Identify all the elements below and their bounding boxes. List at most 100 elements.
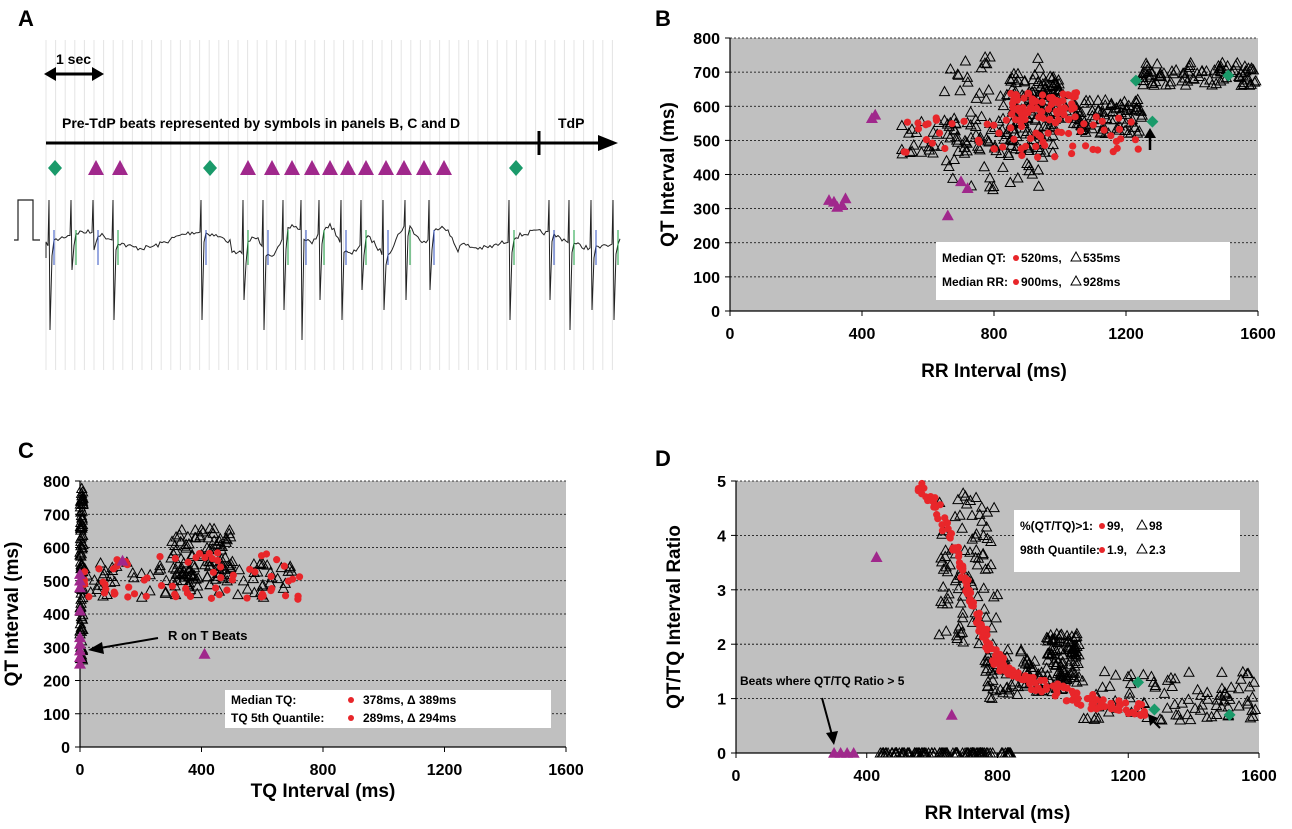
arrow-head (826, 731, 838, 745)
non-tdp-beat-marker (1027, 685, 1036, 694)
tdp-beat-marker (1249, 74, 1262, 86)
tdp-beat-marker (1009, 675, 1021, 687)
non-tdp-beat-marker (1024, 108, 1032, 117)
pre-tdp-diamond-marker (1146, 115, 1159, 128)
non-tdp-beat-marker (1100, 126, 1108, 134)
tdp-beat-marker (1140, 59, 1153, 71)
x-tick-label: 400 (849, 326, 876, 343)
tdp-beat-marker (964, 118, 977, 130)
tdp-beat-marker (979, 57, 991, 68)
legend-label: Median QT: (942, 251, 1006, 265)
tdp-beat-marker (952, 145, 965, 156)
non-tdp-beat-marker (1116, 701, 1124, 709)
non-tdp-beat-marker (295, 573, 304, 581)
non-tdp-beat-marker (1021, 672, 1029, 680)
tdp-beat-marker (1015, 643, 1027, 655)
non-tdp-beat-marker (1077, 701, 1085, 709)
tdp-beat-marker (987, 590, 1000, 602)
tdp-beat-marker (154, 559, 166, 571)
tdp-beat-marker (1080, 94, 1092, 105)
y-tick-label: 800 (693, 31, 720, 48)
tdp-beat-marker (882, 746, 894, 758)
tdp-beat-marker (221, 533, 234, 545)
tdp-beat-marker (186, 548, 198, 560)
y-tick-label: 200 (43, 674, 70, 691)
non-tdp-beat-marker (1024, 89, 1032, 97)
non-tdp-beat-marker (243, 594, 251, 602)
tdp-beat-marker (1032, 52, 1044, 63)
tdp-beat-marker (969, 113, 982, 125)
non-tdp-beat-marker (1071, 113, 1079, 121)
tdp-beat-marker (980, 57, 993, 69)
y-tick-label: 300 (43, 640, 70, 657)
tdp-beat-marker (1154, 67, 1167, 79)
non-tdp-beat-marker (983, 120, 991, 128)
non-tdp-beat-marker (1115, 125, 1124, 133)
tdp-beat-marker (179, 568, 192, 579)
legend-triangle-value: 535ms (1083, 251, 1121, 265)
x-tick-label: 1200 (1108, 326, 1144, 343)
tdp-beat-marker (187, 558, 200, 570)
tdp-beat-marker (975, 501, 988, 512)
tdp-beat-marker (1214, 74, 1227, 86)
tdp-beat-marker (1133, 125, 1146, 136)
tdp-beat-marker (983, 136, 995, 147)
tdp-beat-marker (985, 123, 998, 134)
tdp-beat-marker (1041, 632, 1054, 643)
tdp-beat-marker (1011, 172, 1024, 183)
tdp-beat-marker (1183, 666, 1195, 677)
tdp-beat-marker (959, 54, 972, 66)
tdp-beat-marker (1133, 104, 1146, 116)
non-tdp-beat-marker (900, 148, 908, 156)
x-tick-label: 0 (732, 768, 741, 785)
non-tdp-beat-marker (1140, 707, 1148, 716)
tdp-beat-marker (1021, 157, 1033, 169)
tdp-beat-marker (981, 506, 994, 517)
legend-value: 378ms, Δ 389ms (363, 693, 457, 707)
non-tdp-beat-marker (124, 593, 132, 601)
non-tdp-beat-marker (215, 591, 223, 599)
tdp-beat-marker (1130, 96, 1143, 107)
non-tdp-beat-marker (143, 574, 151, 582)
tdp-beat-marker (983, 691, 996, 702)
tdp-beat-marker (75, 558, 88, 570)
tdp-beat-marker (995, 147, 1007, 158)
legend-box: Median QT: 520ms, 535ms Median RR: 900ms, 928… (936, 242, 1230, 300)
non-tdp-beat-marker (1089, 121, 1097, 129)
x-tick-label: 0 (726, 326, 735, 343)
annotation-arrow (88, 637, 159, 654)
non-tdp-beat-marker (1115, 114, 1123, 122)
tdp-beat-marker (1105, 98, 1118, 109)
non-tdp-beat-marker (1053, 689, 1061, 697)
legend-box: Median TQ: 378ms, Δ 389ms TQ 5th Quantile:… (225, 690, 551, 728)
pre-tdp-triangle-marker (955, 175, 967, 187)
non-tdp-beat-marker (1035, 131, 1043, 140)
y-tick-label: 100 (693, 270, 720, 287)
r-on-t-annotation: R on T Beats (168, 628, 247, 643)
tdp-beat-marker (1147, 676, 1160, 687)
tdp-beat-marker (1212, 59, 1225, 71)
tdp-beat-marker (144, 584, 156, 596)
tdp-beat-marker (76, 492, 88, 503)
tdp-beat-marker (950, 130, 963, 142)
arrow-head (1148, 714, 1158, 726)
tdp-beat-marker (1241, 697, 1254, 709)
scale-bar-label: 1 sec (56, 51, 91, 67)
legend-label: Median TQ: (231, 693, 296, 707)
tdp-beat-marker (1005, 678, 1018, 690)
tdp-beat-marker (1046, 644, 1059, 655)
tdp-beat-marker (1235, 673, 1247, 684)
tdp-beat-marker (1120, 108, 1132, 119)
non-tdp-beat-marker (999, 143, 1007, 151)
tdp-beat-marker (204, 559, 216, 570)
non-tdp-beat-marker (110, 590, 118, 598)
non-tdp-beat-marker (1041, 141, 1049, 149)
non-tdp-beat-marker (975, 138, 983, 146)
chart-c: C 0 100 200 300 400 500 600 700 800 0 400 800 1200 16… (2, 438, 584, 802)
tdp-beat-marker (982, 679, 994, 691)
non-tdp-beat-marker (1038, 91, 1047, 99)
legend-label: TQ 5th Quantile: (231, 711, 324, 725)
y-tick-label: 0 (61, 740, 70, 757)
tdp-beat-marker (1239, 64, 1252, 76)
y-tick-label: 1 (717, 692, 726, 709)
